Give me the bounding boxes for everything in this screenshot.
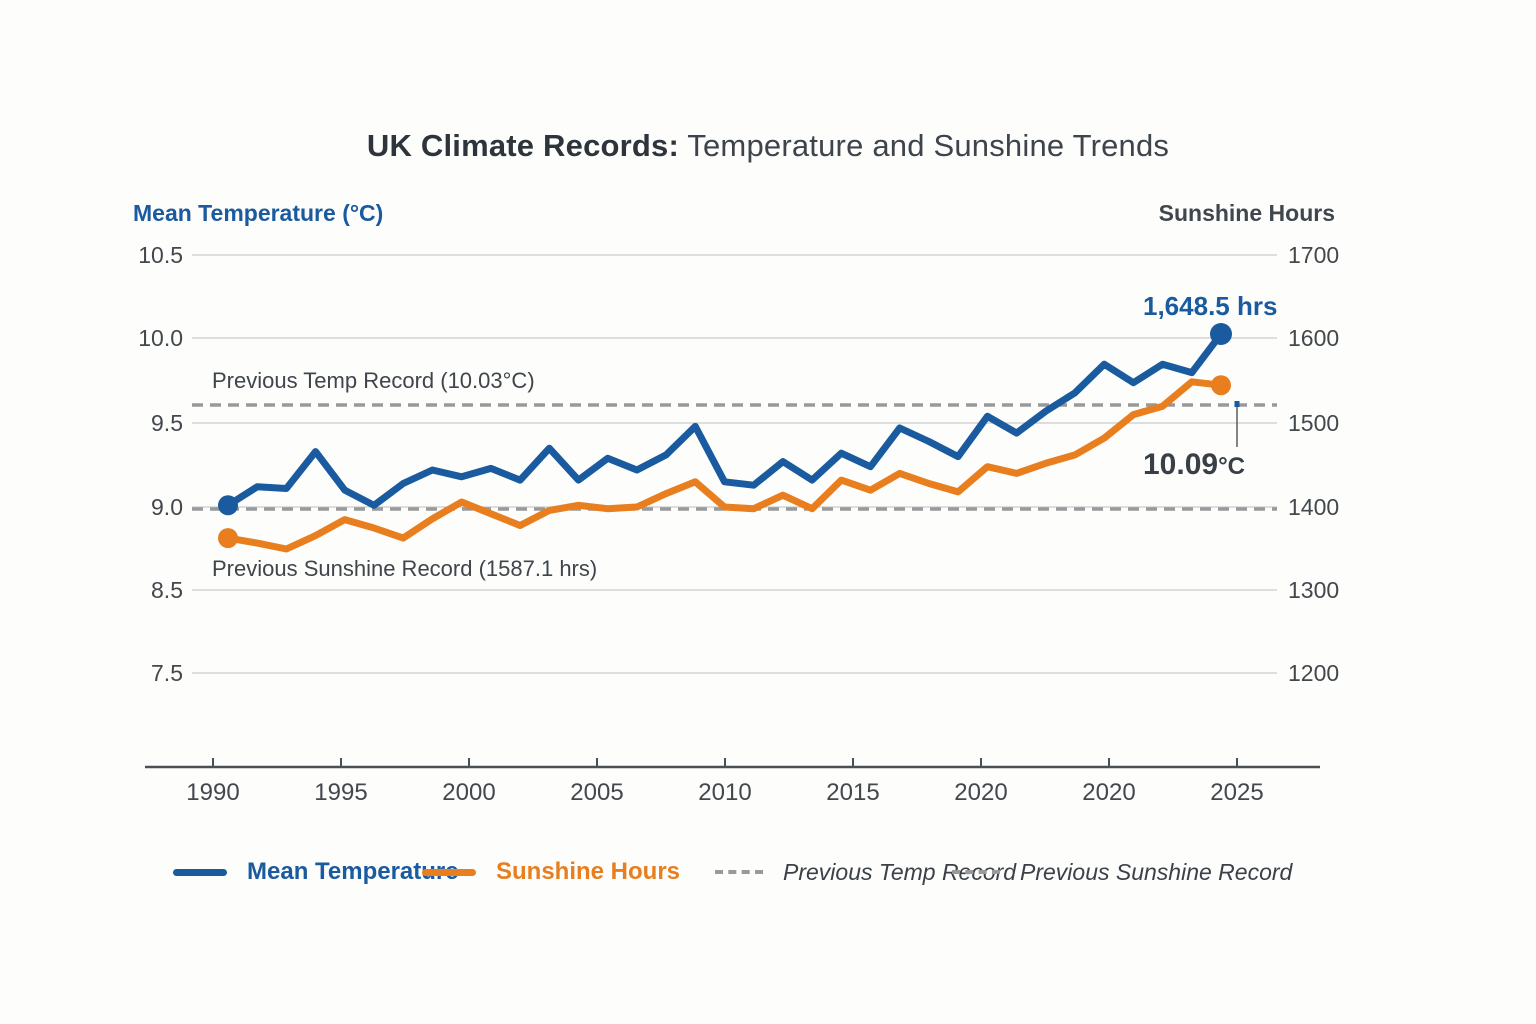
dashed-line-swatch [952,870,1000,874]
final-temp-callout: 10.09°C [1143,448,1245,482]
x-tick-label: 2015 [826,779,880,806]
final-temp-value: 10.09 [1143,448,1219,481]
left-ytick: 7.5 [151,660,183,686]
temperature-start-dot [218,495,238,516]
title-regular: Temperature and Sunshine Trends [679,128,1170,163]
x-tick-label: 2010 [698,779,752,806]
final-temp-unit: °C [1218,453,1246,480]
x-tick-label: 2005 [570,779,624,806]
x-tick-label: 2025 [1210,779,1264,806]
x-tick-label: 2020 [954,779,1008,806]
left-ytick: 10.5 [138,242,183,268]
right-ytick: 1300 [1288,577,1340,603]
dashed-line-swatch [715,870,763,874]
temperature-end-dot [1210,323,1232,345]
legend-label: Sunshine Hours [496,858,681,885]
left-ytick: 9.0 [151,494,183,520]
right-ytick: 1500 [1288,410,1340,436]
sunshine-end-dot [1211,375,1231,396]
right-ytick: 1700 [1288,242,1340,268]
legend-item-previous-sunshine-record: Previous Sunshine Record [952,856,1292,888]
legend-item-sunshine-hours: Sunshine Hours [422,856,680,888]
sunshine-line-swatch [422,868,476,876]
left-ytick: 9.5 [151,410,183,436]
final-sunshine-callout: 1,648.5 hrs [1143,291,1278,321]
right-ytick: 1600 [1288,325,1340,351]
previous-temp-record-label: Previous Temp Record (10.03°C) [212,368,535,393]
title-bold: UK Climate Records: [366,128,680,163]
page-title: UK Climate Records: Temperature and Suns… [0,128,1536,164]
left-ytick: 8.5 [151,577,183,603]
x-tick-label: 1995 [314,779,368,806]
right-ytick: 1200 [1288,660,1340,686]
right-axis-title: Sunshine Hours [1158,200,1335,226]
mean-temperature-line [224,330,1225,509]
x-tick-label: 2000 [442,779,496,806]
left-axis-title: Mean Temperature (°C) [133,200,384,226]
x-tick-label: 1990 [186,779,240,806]
legend-item-mean-temperature: Mean Temperature [173,856,459,888]
previous-sunshine-record-label: Previous Sunshine Record (1587.1 hrs) [212,556,598,581]
x-tick-label: 2020 [1082,779,1136,806]
sunshine-start-dot [218,528,238,549]
right-ytick: 1400 [1288,494,1340,520]
legend-label: Previous Sunshine Record [1020,858,1293,885]
leader-anchor-mark [1234,401,1240,407]
temperature-line-swatch [173,868,227,876]
sunshine-hours-line [224,378,1225,553]
left-ytick: 10.0 [138,325,183,351]
